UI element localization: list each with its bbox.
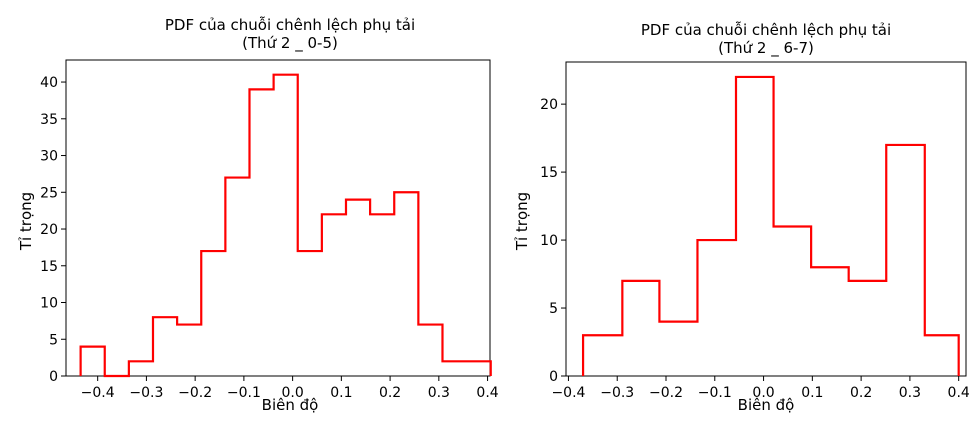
axes-frame (565, 61, 967, 377)
plot-area: −0.4 −0.3 −0.2 −0.1 0.0 0.1 0.2 0.3 0.4 0 5 10 15 20 2… (40, 59, 499, 401)
histogram-series (79, 73, 492, 378)
x-tick-label: 0.4 (476, 385, 498, 401)
panel-left: PDF của chuỗi chênh lệch phụ tải (Thứ 2 … (17, 16, 499, 414)
y-tick-label: 5 (549, 301, 558, 317)
y-tick-label: 20 (40, 222, 58, 238)
chart-title-line1: PDF của chuỗi chênh lệch phụ tải (641, 21, 891, 39)
y-tick-label: 10 (540, 233, 558, 249)
x-axis-label: Biên độ (738, 396, 795, 414)
chart-title-line2: (Thứ 2 _ 0-5) (242, 34, 338, 53)
x-tick-label: 0.1 (801, 385, 823, 401)
chart-title-line1: PDF của chuỗi chênh lệch phụ tải (165, 16, 415, 34)
y-axis-label: Tỉ trọng (513, 192, 531, 251)
axes-frame (65, 59, 491, 377)
y-tick-label: 15 (40, 259, 58, 275)
x-tick-label: 0.4 (948, 385, 970, 401)
x-tick-label: 0.3 (428, 385, 450, 401)
x-axis-label: Biên độ (262, 396, 319, 414)
x-tick-label: 0.2 (379, 385, 401, 401)
y-tick-label: 5 (49, 332, 58, 348)
plot-area: −0.4 −0.3 −0.2 −0.1 0.0 0.1 0.2 0.3 0.4 0 5 10 15 20 (540, 61, 970, 401)
x-tick-label: −0.1 (698, 385, 732, 401)
x-tick-label: 0.2 (850, 385, 872, 401)
chart-title-line2: (Thứ 2 _ 6-7) (718, 39, 814, 58)
x-tick-label: −0.3 (129, 385, 163, 401)
y-tick-label: 0 (549, 369, 558, 385)
x-tick-label: 0.1 (330, 385, 352, 401)
x-tick-label: −0.2 (178, 385, 212, 401)
y-tick-label: 35 (40, 112, 58, 128)
y-tick-label: 25 (40, 185, 58, 201)
y-tick-label: 40 (40, 75, 58, 91)
x-tick-label: 0.3 (899, 385, 921, 401)
x-tick-label: 0.0 (752, 385, 774, 401)
y-tick-label: 0 (49, 369, 58, 385)
x-tick-label: −0.3 (600, 385, 634, 401)
y-tick-label: 15 (540, 165, 558, 181)
y-tick-label: 10 (40, 296, 58, 312)
x-tick-label: −0.4 (551, 385, 585, 401)
x-tick-label: −0.4 (81, 385, 115, 401)
y-tick-label: 20 (540, 97, 558, 113)
x-tick-label: 0.0 (281, 385, 303, 401)
y-axis-label: Tỉ trọng (17, 192, 35, 251)
panel-right: PDF của chuỗi chênh lệch phụ tải (Thứ 2 … (513, 21, 970, 414)
histogram-series (581, 75, 960, 376)
y-tick-label: 30 (40, 149, 58, 165)
x-tick-label: −0.2 (649, 385, 683, 401)
x-tick-label: −0.1 (227, 385, 261, 401)
